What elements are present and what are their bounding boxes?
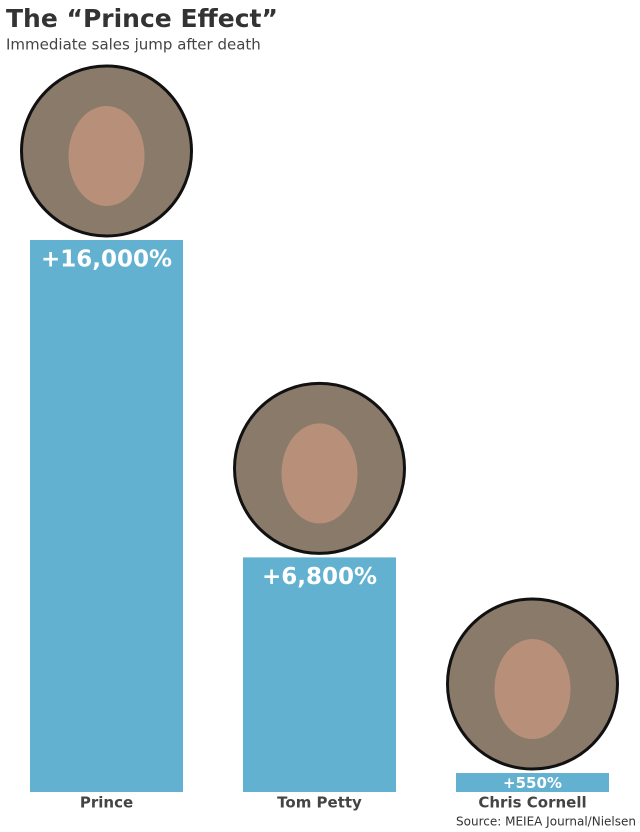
x-tick-label: Chris Cornell (478, 794, 586, 812)
value-label: +6,800% (262, 564, 377, 590)
portrait-face (68, 106, 145, 206)
x-tick-label: Prince (80, 794, 133, 812)
bar (30, 240, 183, 792)
portrait-face (281, 423, 358, 524)
chart-title: The “Prince Effect” (6, 4, 278, 33)
x-tick-label: Tom Petty (277, 794, 362, 812)
value-label: +550% (503, 774, 562, 792)
portrait-face (494, 639, 571, 740)
source: Source: MEIEA Journal/Nielsen (456, 815, 636, 829)
chart-subtitle: Immediate sales jump after death (6, 36, 261, 54)
value-label: +16,000% (41, 247, 172, 273)
bar (243, 557, 396, 792)
bar (456, 773, 609, 792)
